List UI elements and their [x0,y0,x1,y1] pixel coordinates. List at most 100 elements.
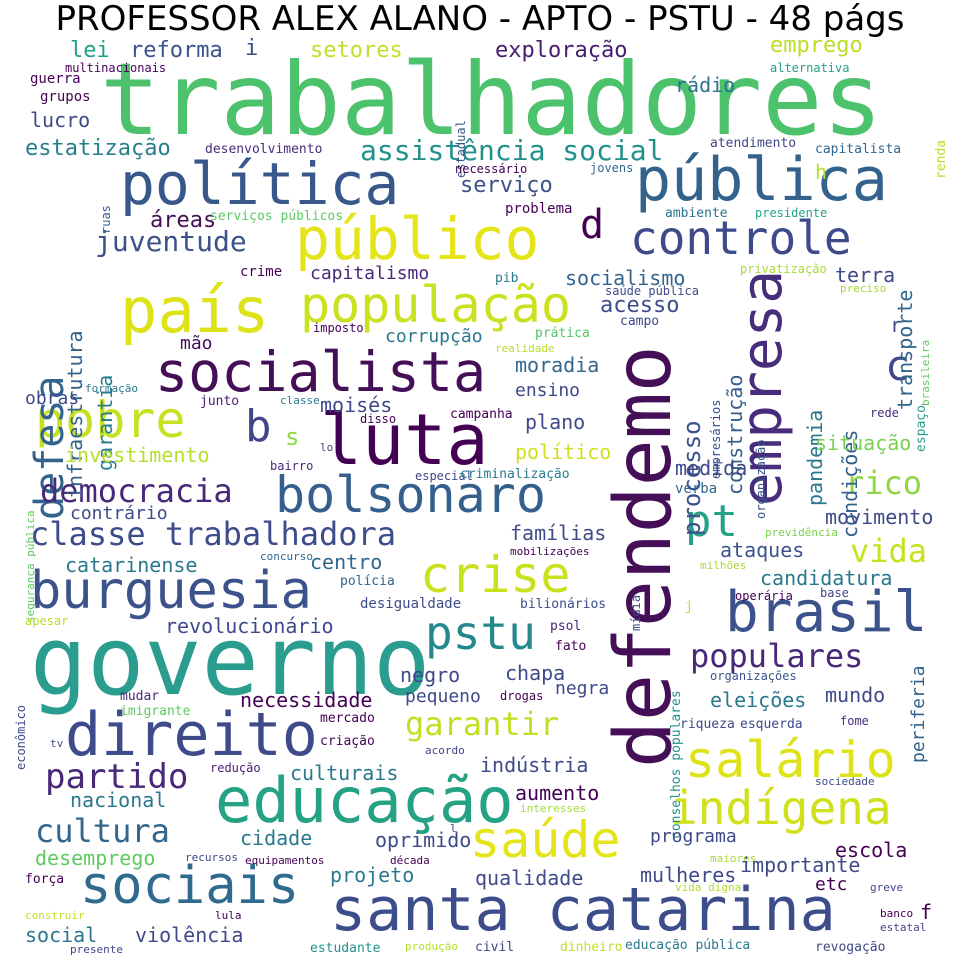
cloud-word: sociais [80,856,300,916]
cloud-word: socialista [155,340,487,404]
cloud-word: acordo [425,744,465,757]
cloud-word: famílias [510,521,607,545]
cloud-word: classe trabalhadora [30,515,397,553]
cloud-word: importante [740,853,861,877]
cloud-word: assistência social [360,134,664,167]
cloud-word: serviço [460,173,553,198]
cloud-word: culturais [290,761,399,785]
cloud-word: greve [870,881,904,894]
cloud-word: oprimido [375,828,472,852]
cloud-word: criação [320,734,375,749]
cloud-word: fato [555,639,587,654]
cloud-word: pstu [425,606,536,660]
cloud-word: realidade [495,342,555,355]
cloud-word: h [815,160,828,184]
cloud-word: contrário [70,503,168,524]
cloud-word: interesses [520,802,587,815]
cloud-word: áreas [150,208,217,233]
cloud-word: brasileira [919,339,932,406]
cloud-word: indústria [480,753,589,777]
cloud-word: centro [310,550,383,574]
cloud-word: socialismo [565,266,686,290]
cloud-word: recursos [185,851,238,864]
cloud-word: indígena [670,781,892,835]
cloud-word: político [515,440,612,464]
cloud-word: privatização [740,262,827,276]
cloud-word: pt [685,496,738,547]
cloud-word: política [120,150,400,218]
cloud-word: f [920,900,933,924]
cloud-word: lucro [30,108,91,132]
cloud-word: eleições [710,688,807,712]
cloud-word: brasil [725,580,928,645]
cloud-word: vida [850,532,928,570]
cloud-word: investimento [65,443,210,467]
cloud-word: corrupção [385,326,483,347]
cloud-word: lo [320,441,334,454]
cloud-word: medida [675,456,748,480]
cloud-word: equipamentos [245,854,325,867]
cloud-word: base [820,586,849,600]
cloud-word: preciso [840,282,887,295]
cloud-word: ensino [515,380,581,401]
cloud-word: chapa [505,661,566,685]
cloud-word: grupos [40,89,91,105]
cloud-word: serviços públicos [210,209,344,224]
cloud-word: reforma [130,38,223,63]
cloud-word: educação pública [625,938,751,953]
cloud-word: esquerda [740,717,803,732]
cloud-word: estudante [310,941,381,956]
cloud-word: movimento [825,505,934,529]
page-title: PROFESSOR ALEX ALANO - APTO - PSTU - 48 … [55,0,905,39]
cloud-word: polícia [340,574,395,589]
cloud-word: lei [70,38,110,63]
cloud-word: desenvolvimento [205,142,323,157]
cloud-word: j [685,599,693,614]
cloud-word: moisés [320,393,393,417]
cloud-word: rádio [675,73,736,97]
cloud-word: produção [405,940,458,953]
cloud-word: bolsonaro [275,466,546,524]
cloud-word: multinacionais [65,61,167,75]
cloud-word: capitalismo [310,263,430,284]
cloud-word: i [245,36,259,61]
cloud-word: controle [630,211,852,265]
cloud-word: social [25,923,98,947]
cloud-word: governo [30,607,431,717]
cloud-word: obras [25,388,80,409]
cloud-word: aumento [515,781,600,805]
cloud-word: lula [215,909,242,922]
cloud-word: drogas [500,689,544,703]
cloud-word: disso [360,412,397,426]
cloud-word: pobre [35,391,186,449]
cloud-word: r [890,313,903,337]
cloud-word: setores [310,38,403,63]
cloud-word: capitalista [815,142,902,157]
cloud-word: banco [880,907,914,920]
cloud-word: classe [280,394,320,407]
cloud-word: necessidade [240,688,373,712]
cloud-word: maiores [710,852,757,865]
cloud-word: rede [870,406,899,420]
cloud-word: apesar [25,614,69,628]
cloud-word: econômico [14,704,28,770]
cloud-word: violência [135,923,244,947]
cloud-word: saúde [470,811,621,869]
cloud-word: verba [675,481,718,497]
cloud-word: prática [535,326,590,341]
cloud-word: imigrante [120,704,191,719]
cloud-word: terra [835,263,896,287]
cloud-word: emprego [770,33,863,58]
cloud-word: transporte [893,289,917,410]
cloud-word: fome [840,714,869,728]
cloud-word: crise [420,546,571,604]
cloud-word: presente [70,943,123,956]
cloud-word: bairro [270,459,314,473]
cloud-word: desemprego [35,846,156,870]
cloud-word: ataques [720,538,805,562]
cloud-word: juventude [95,225,247,258]
cloud-word: ruas [99,205,113,234]
cloud-word: atendimento [710,136,797,151]
cloud-word: junto [200,394,240,409]
